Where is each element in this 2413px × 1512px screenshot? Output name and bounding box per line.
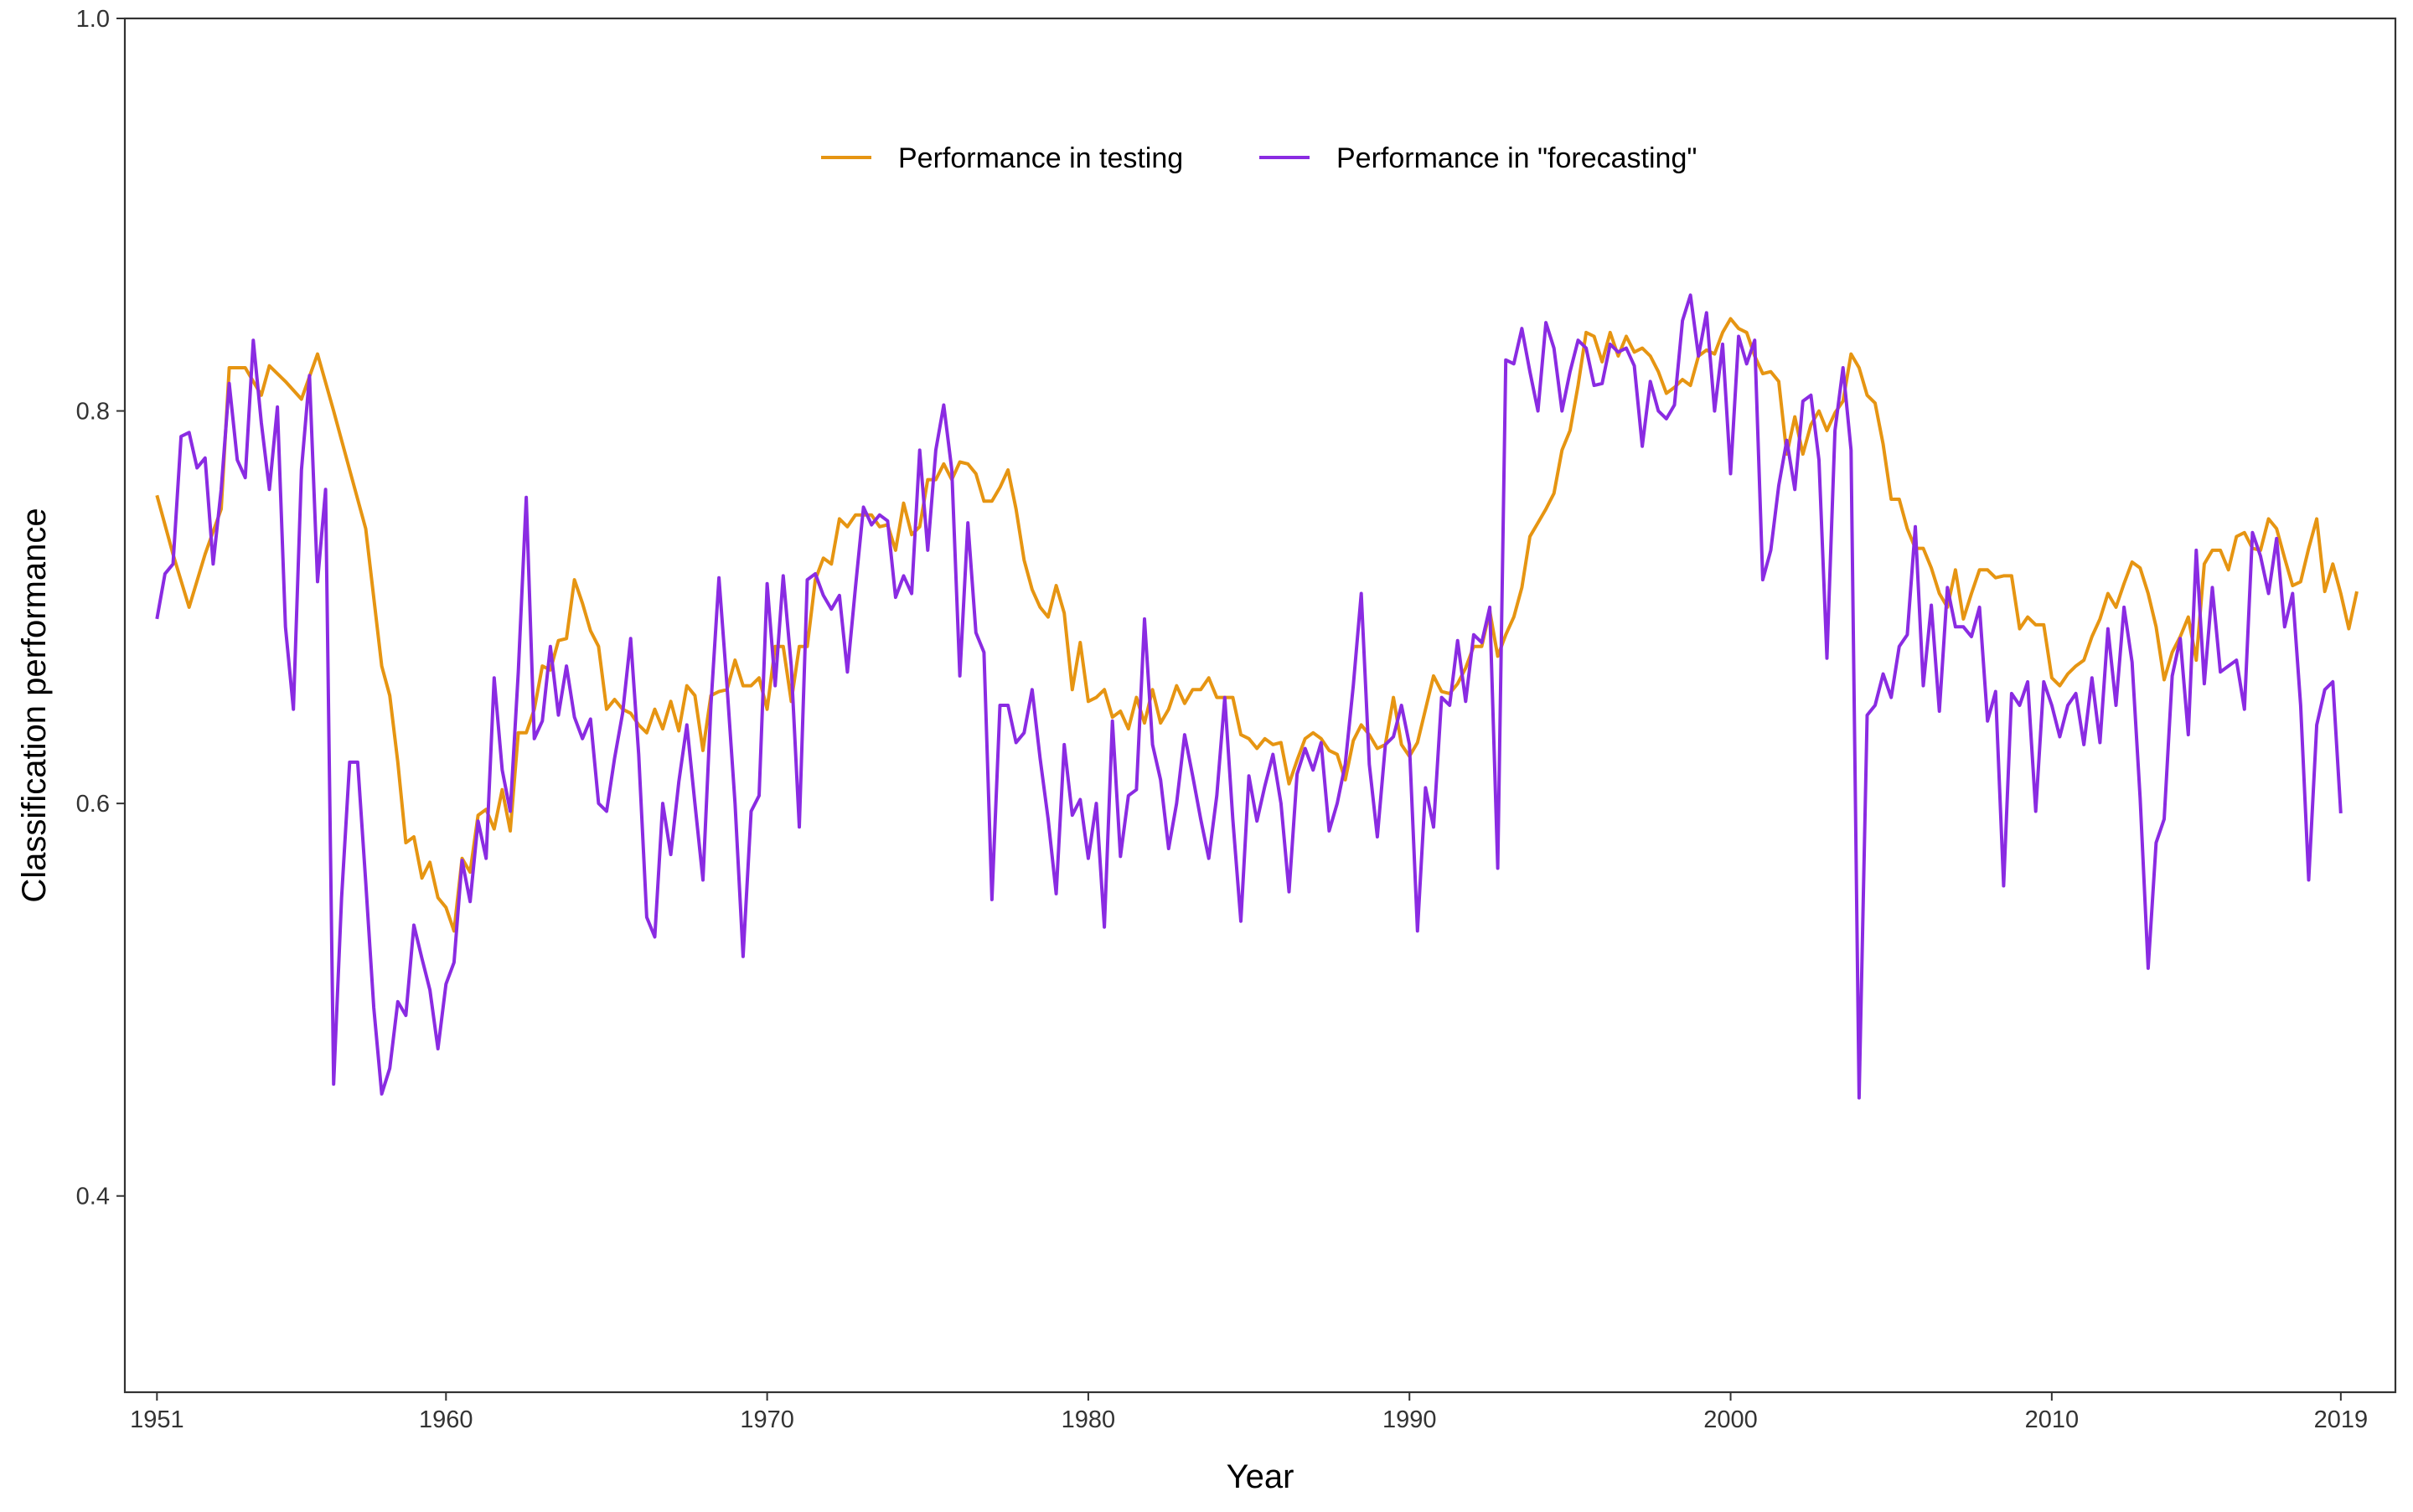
x-axis-ticks: 1951 1960 1970 1980 1990 2000 2010 2019 — [130, 1392, 2368, 1433]
x-tick-label: 1980 — [1062, 1406, 1116, 1433]
legend-label: Performance in "forecasting" — [1336, 142, 1697, 174]
x-axis-title: Year — [1227, 1458, 1294, 1495]
series-line-forecasting — [155, 293, 2343, 1100]
legend: Performance in testing Performance in "fo… — [821, 142, 1697, 174]
x-tick-label: 1951 — [130, 1406, 184, 1433]
x-tick-label: 1970 — [740, 1406, 794, 1433]
y-tick-label: 0.8 — [76, 399, 110, 426]
x-tick-label: 2010 — [2025, 1406, 2080, 1433]
series-lines — [155, 293, 2359, 1100]
x-tick-label: 1990 — [1382, 1406, 1437, 1433]
y-tick-label: 0.4 — [76, 1184, 110, 1210]
x-tick-label: 1960 — [419, 1406, 473, 1433]
x-tick-label: 2000 — [1703, 1406, 1758, 1433]
y-axis-ticks: 0.4 0.6 0.8 1.0 — [76, 6, 125, 1210]
y-tick-label: 1.0 — [76, 6, 110, 33]
y-axis-title: Classification performance — [16, 508, 53, 902]
legend-label: Performance in testing — [898, 142, 1183, 174]
y-tick-label: 0.6 — [76, 791, 110, 818]
plot-panel — [123, 17, 2397, 1394]
series-line-testing — [155, 317, 2359, 933]
x-tick-label: 2019 — [2314, 1406, 2369, 1433]
